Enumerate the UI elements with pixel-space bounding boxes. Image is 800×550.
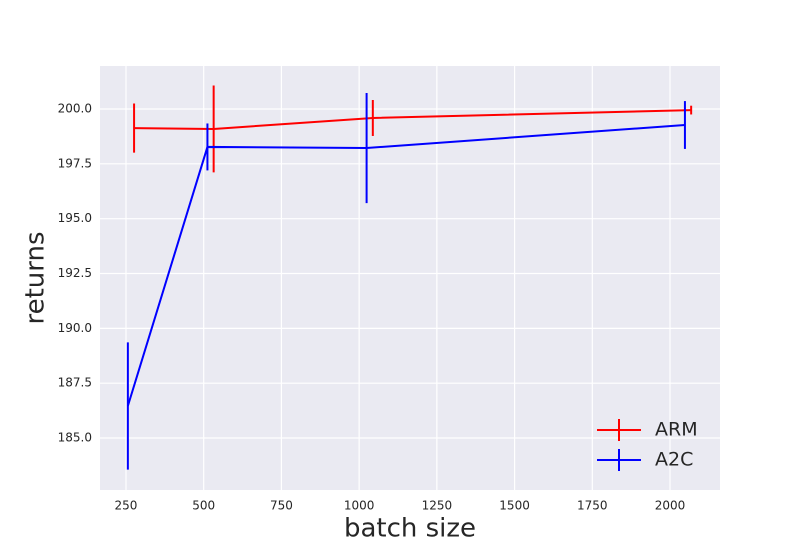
legend-label: ARM	[655, 419, 698, 441]
y-tick-label: 192.5	[58, 266, 92, 280]
x-axis-label: batch size	[344, 514, 476, 544]
y-axis-label: returns	[21, 231, 51, 324]
y-tick-label: 187.5	[58, 376, 92, 390]
x-tick-label: 1000	[344, 499, 375, 513]
x-tick-label: 1500	[499, 499, 530, 513]
x-tick-label: 1250	[422, 499, 453, 513]
x-tick-label: 500	[192, 499, 215, 513]
x-tick-label: 1750	[577, 499, 608, 513]
legend-label: A2C	[655, 449, 693, 471]
y-tick-label: 197.5	[58, 156, 92, 170]
x-tick-label: 2000	[655, 499, 686, 513]
y-tick-label: 190.0	[58, 321, 92, 335]
x-tick-label: 250	[115, 499, 138, 513]
x-tick-label: 750	[270, 499, 293, 513]
y-tick-label: 200.0	[58, 101, 92, 115]
y-tick-label: 195.0	[58, 211, 92, 225]
y-tick-label: 185.0	[58, 431, 92, 445]
series-line	[126, 124, 686, 407]
series-line	[134, 109, 692, 130]
